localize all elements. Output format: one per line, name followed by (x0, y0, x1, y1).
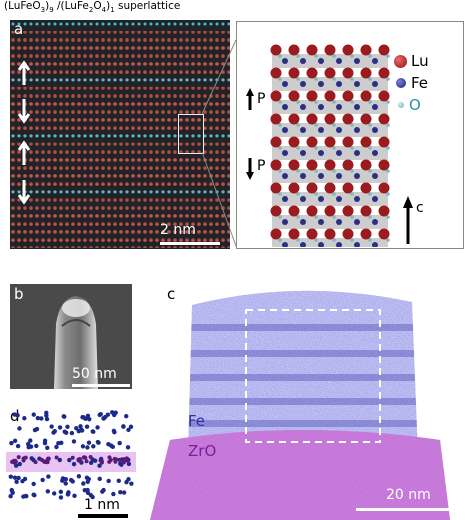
legend-item-lu: Lu (394, 50, 466, 72)
c-axis-arrow-icon (403, 196, 413, 244)
panel-b-letter: b (14, 285, 24, 303)
panel-c-scale-label: 20 nm (386, 487, 431, 503)
lu-atom-icon (394, 54, 407, 68)
zoom-region-box (178, 114, 204, 154)
panel-b-scale-bar (72, 384, 130, 387)
panel-a-scale-bar (160, 242, 220, 245)
panel-d-scale-bar (78, 514, 128, 518)
zro-label: ZrO (188, 442, 217, 460)
polarization-label-up: P (257, 91, 266, 107)
legend-item-fe: Fe (394, 72, 466, 94)
polarization-down-icon (246, 158, 254, 180)
zoom-lines (201, 39, 237, 247)
polarization-label-down: P (257, 158, 266, 174)
panel-d-atom-map (6, 410, 136, 500)
panel-c-reconstruction (150, 290, 450, 520)
panel-a-scale-label: 2 nm (160, 222, 196, 238)
polarization-arrows-a (17, 60, 31, 205)
panel-d-scale-label: 1 nm (84, 497, 120, 513)
legend: Lu Fe O (394, 50, 466, 116)
panel-b-image (10, 284, 132, 389)
sem-tip (10, 284, 132, 389)
fe-atom-icon (396, 78, 406, 88)
crystal-structure (270, 44, 390, 247)
panel-c-letter: c (167, 285, 176, 303)
haadf-lattice (10, 22, 230, 248)
panel-c-scale-bar (356, 508, 456, 511)
o-atom-icon (398, 102, 404, 108)
panel-a-letter: a (14, 20, 24, 38)
figure-title: (LuFeO3)9 /(LuFe2O4)1 superlattice (4, 0, 181, 15)
legend-item-o: O (394, 94, 466, 116)
panel-a-image (10, 20, 230, 249)
up-arrow-icon (24, 63, 25, 64)
polarization-up-icon (246, 88, 254, 110)
c-axis-label: c (416, 200, 424, 216)
fe-label: Fe (188, 412, 206, 430)
panel-b-scale-label: 50 nm (72, 366, 117, 382)
